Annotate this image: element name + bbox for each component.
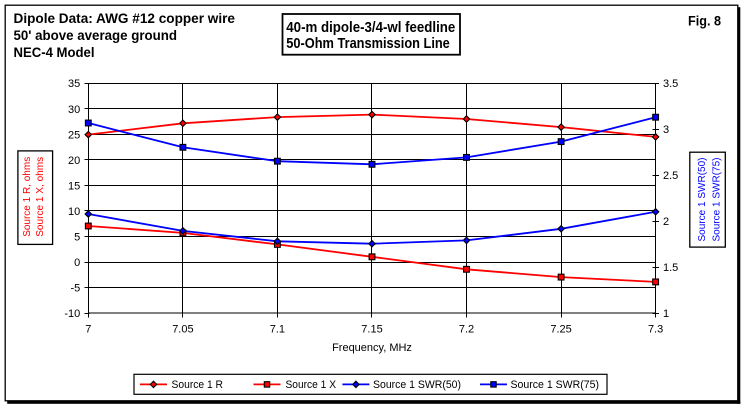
svg-text:25: 25 <box>68 129 80 141</box>
svg-text:7.05: 7.05 <box>172 324 193 336</box>
svg-text:40-m dipole-3/4-wl feedline: 40-m dipole-3/4-wl feedline <box>286 19 455 36</box>
svg-text:Source 1 X: Source 1 X <box>286 379 337 391</box>
svg-text:Dipole Data: AWG #12 copper w: Dipole Data: AWG #12 copper wire <box>14 10 236 26</box>
svg-text:Source 1 SWR(50): Source 1 SWR(50) <box>373 379 461 391</box>
svg-text:5: 5 <box>74 232 80 244</box>
svg-text:Source 1 R: Source 1 R <box>172 379 224 391</box>
svg-text:7.15: 7.15 <box>361 324 382 336</box>
svg-text:7.2: 7.2 <box>459 324 474 336</box>
svg-text:7.3: 7.3 <box>648 324 663 336</box>
svg-text:-5: -5 <box>71 283 81 295</box>
svg-text:Source 1 SWR(50): Source 1 SWR(50) <box>696 158 708 242</box>
svg-text:3: 3 <box>663 124 669 136</box>
svg-text:-10: -10 <box>64 308 80 320</box>
svg-text:NEC-4 Model: NEC-4 Model <box>14 44 95 60</box>
svg-text:7: 7 <box>85 324 91 336</box>
svg-text:Fig. 8: Fig. 8 <box>688 13 721 29</box>
svg-text:35: 35 <box>68 78 80 90</box>
svg-text:1.5: 1.5 <box>663 262 678 274</box>
svg-text:10: 10 <box>68 206 80 218</box>
svg-text:7.1: 7.1 <box>270 324 285 336</box>
svg-text:Source 1 SWR(75): Source 1 SWR(75) <box>711 158 723 242</box>
svg-text:1: 1 <box>663 308 669 320</box>
svg-text:15: 15 <box>68 180 80 192</box>
svg-text:2: 2 <box>663 216 669 228</box>
svg-text:Frequency, MHz: Frequency, MHz <box>332 342 412 354</box>
svg-text:0: 0 <box>74 257 80 269</box>
svg-text:20: 20 <box>68 155 80 167</box>
svg-text:Source 1 X, ohms: Source 1 X, ohms <box>34 157 46 237</box>
svg-text:3.5: 3.5 <box>663 78 678 90</box>
svg-text:Source 1 R, ohms: Source 1 R, ohms <box>21 157 33 237</box>
svg-text:50' above average ground: 50' above average ground <box>14 27 178 43</box>
svg-text:2.5: 2.5 <box>663 170 678 182</box>
svg-text:7.25: 7.25 <box>550 324 571 336</box>
svg-text:50-Ohm Transmission Line: 50-Ohm Transmission Line <box>286 35 450 52</box>
svg-text:30: 30 <box>68 104 80 116</box>
svg-text:Source 1 SWR(75): Source 1 SWR(75) <box>511 379 600 391</box>
